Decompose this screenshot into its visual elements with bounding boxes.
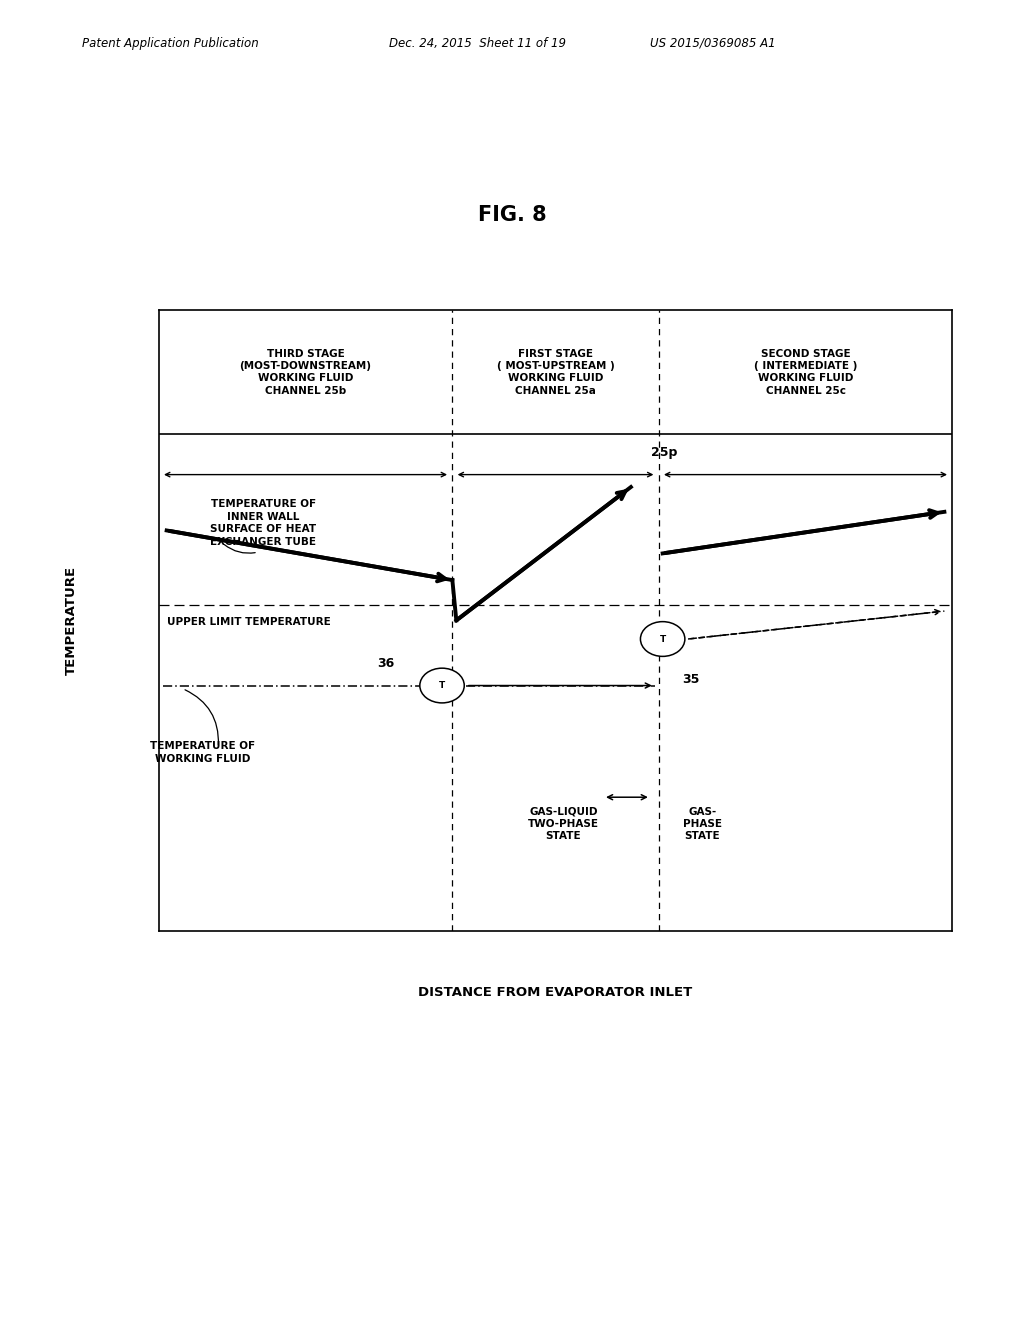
Text: THIRD STAGE
(MOST-DOWNSTREAM)
WORKING FLUID
CHANNEL 25b: THIRD STAGE (MOST-DOWNSTREAM) WORKING FL… <box>240 348 372 396</box>
Text: TEMPERATURE: TEMPERATURE <box>66 566 78 675</box>
Text: GAS-
PHASE
STATE: GAS- PHASE STATE <box>683 807 722 841</box>
Text: FIG. 8: FIG. 8 <box>477 205 547 224</box>
Text: T: T <box>439 681 445 690</box>
Text: UPPER LIMIT TEMPERATURE: UPPER LIMIT TEMPERATURE <box>167 618 331 627</box>
Text: FIRST STAGE
( MOST-UPSTREAM )
WORKING FLUID
CHANNEL 25a: FIRST STAGE ( MOST-UPSTREAM ) WORKING FL… <box>497 348 614 396</box>
Text: 35: 35 <box>683 673 699 686</box>
Text: Patent Application Publication: Patent Application Publication <box>82 37 259 50</box>
Text: TEMPERATURE OF
WORKING FLUID: TEMPERATURE OF WORKING FLUID <box>150 742 255 764</box>
Text: SECOND STAGE
( INTERMEDIATE )
WORKING FLUID
CHANNEL 25c: SECOND STAGE ( INTERMEDIATE ) WORKING FL… <box>754 348 857 396</box>
Text: US 2015/0369085 A1: US 2015/0369085 A1 <box>650 37 776 50</box>
Text: Dec. 24, 2015  Sheet 11 of 19: Dec. 24, 2015 Sheet 11 of 19 <box>389 37 566 50</box>
Circle shape <box>420 668 464 704</box>
Text: 36: 36 <box>377 657 394 671</box>
Text: TEMPERATURE OF
INNER WALL
SURFACE OF HEAT
EXCHANGER TUBE: TEMPERATURE OF INNER WALL SURFACE OF HEA… <box>210 499 316 546</box>
Text: T: T <box>659 635 666 644</box>
Text: GAS-LIQUID
TWO-PHASE
STATE: GAS-LIQUID TWO-PHASE STATE <box>528 807 599 841</box>
Circle shape <box>640 622 685 656</box>
Text: DISTANCE FROM EVAPORATOR INLET: DISTANCE FROM EVAPORATOR INLET <box>419 986 692 999</box>
Text: 25p: 25p <box>651 446 677 459</box>
